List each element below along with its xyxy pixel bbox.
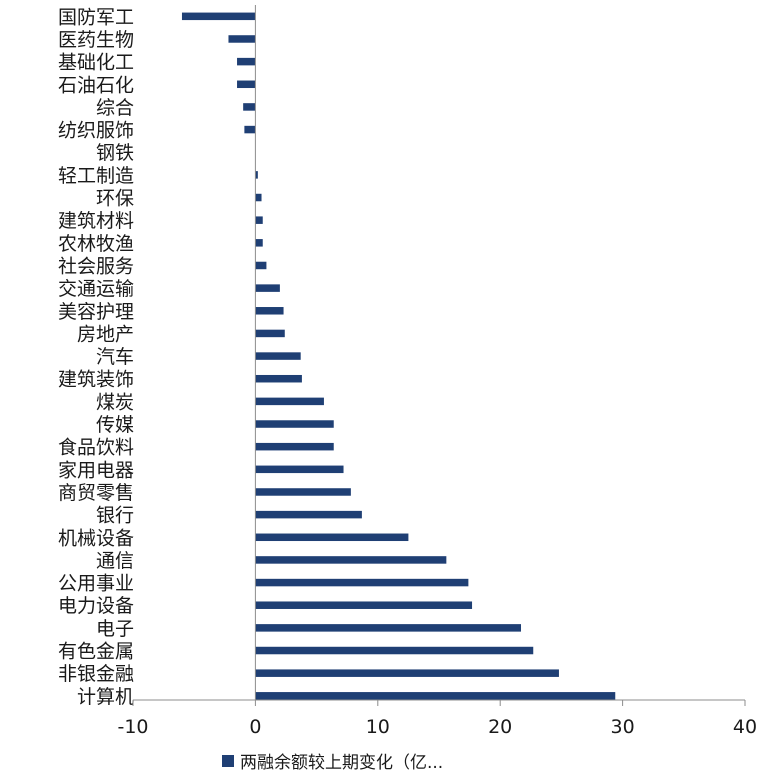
bar [255,329,285,338]
category-label: 钢铁 [96,142,134,164]
category-label: 国防军工 [58,6,134,28]
category-label: 公用事业 [58,573,134,595]
bar [255,692,616,700]
bar [237,57,256,66]
bar [243,103,256,111]
category-label: 传媒 [96,414,134,436]
legend-label: 两融余额较上期变化（亿... [240,753,443,773]
category-label: 基础化工 [58,52,134,74]
category-label: 计算机 [77,686,134,708]
tick-label: 10 [366,716,390,738]
category-label: 煤炭 [96,391,134,413]
category-label: 建筑材料 [58,210,134,232]
bar [255,420,334,428]
category-labels: 国防军工医药生物基础化工石油石化综合纺织服饰钢铁轻工制造环保建筑材料农林牧渔社会… [58,6,134,708]
category-label: 通信 [96,550,134,572]
category-label: 商贸零售 [58,482,134,504]
bar [228,35,256,43]
legend: 两融余额较上期变化（亿... [222,753,443,773]
tick-label: 30 [611,716,635,738]
tick-label: 20 [488,716,512,738]
category-label: 轻工制造 [58,165,134,187]
bar [255,239,263,247]
bar [255,261,267,270]
category-label: 建筑装饰 [58,369,134,391]
category-label: 有色金属 [58,641,134,663]
category-label: 石油石化 [58,74,134,96]
category-label: 银行 [96,505,134,527]
value-axis-ticks: -10 0 10 20 30 40 [117,700,757,738]
bar [255,216,263,224]
legend-swatch [222,755,234,767]
bar [255,465,344,474]
category-label: 社会服务 [58,255,134,277]
category-label: 电子 [96,618,134,640]
tick-label: 0 [249,716,261,738]
category-label: 食品饮料 [58,437,134,459]
bar [255,171,258,179]
bar [255,442,334,451]
bar [255,646,534,655]
category-label: 医药生物 [58,29,134,51]
bar [244,125,256,134]
bar [237,80,256,89]
category-label: 非银金融 [58,663,134,685]
bar [255,397,324,406]
category-label: 房地产 [77,323,134,345]
bar [255,488,351,496]
category-label: 汽车 [96,346,134,368]
tick-label: -10 [117,716,148,738]
tick-label: 40 [733,716,757,738]
bar [255,193,262,202]
bar [255,578,469,587]
bar [255,284,280,292]
bar [255,601,473,609]
category-label: 农林牧渔 [58,233,134,255]
bar [255,374,302,383]
bar [255,510,362,519]
category-label: 交通运输 [58,278,134,300]
category-label: 家用电器 [58,459,134,481]
category-label: 纺织服饰 [58,120,134,142]
category-label: 环保 [96,188,134,210]
category-label: 电力设备 [58,595,134,617]
bar [255,556,447,564]
bar [255,307,284,315]
bar [255,533,409,542]
bar [255,669,559,677]
bar [255,352,301,360]
bar-series [181,12,616,700]
bar [255,624,522,632]
category-label: 综合 [96,97,134,119]
category-label: 美容护理 [58,301,134,323]
category-label: 机械设备 [58,527,134,549]
bar [181,12,256,21]
